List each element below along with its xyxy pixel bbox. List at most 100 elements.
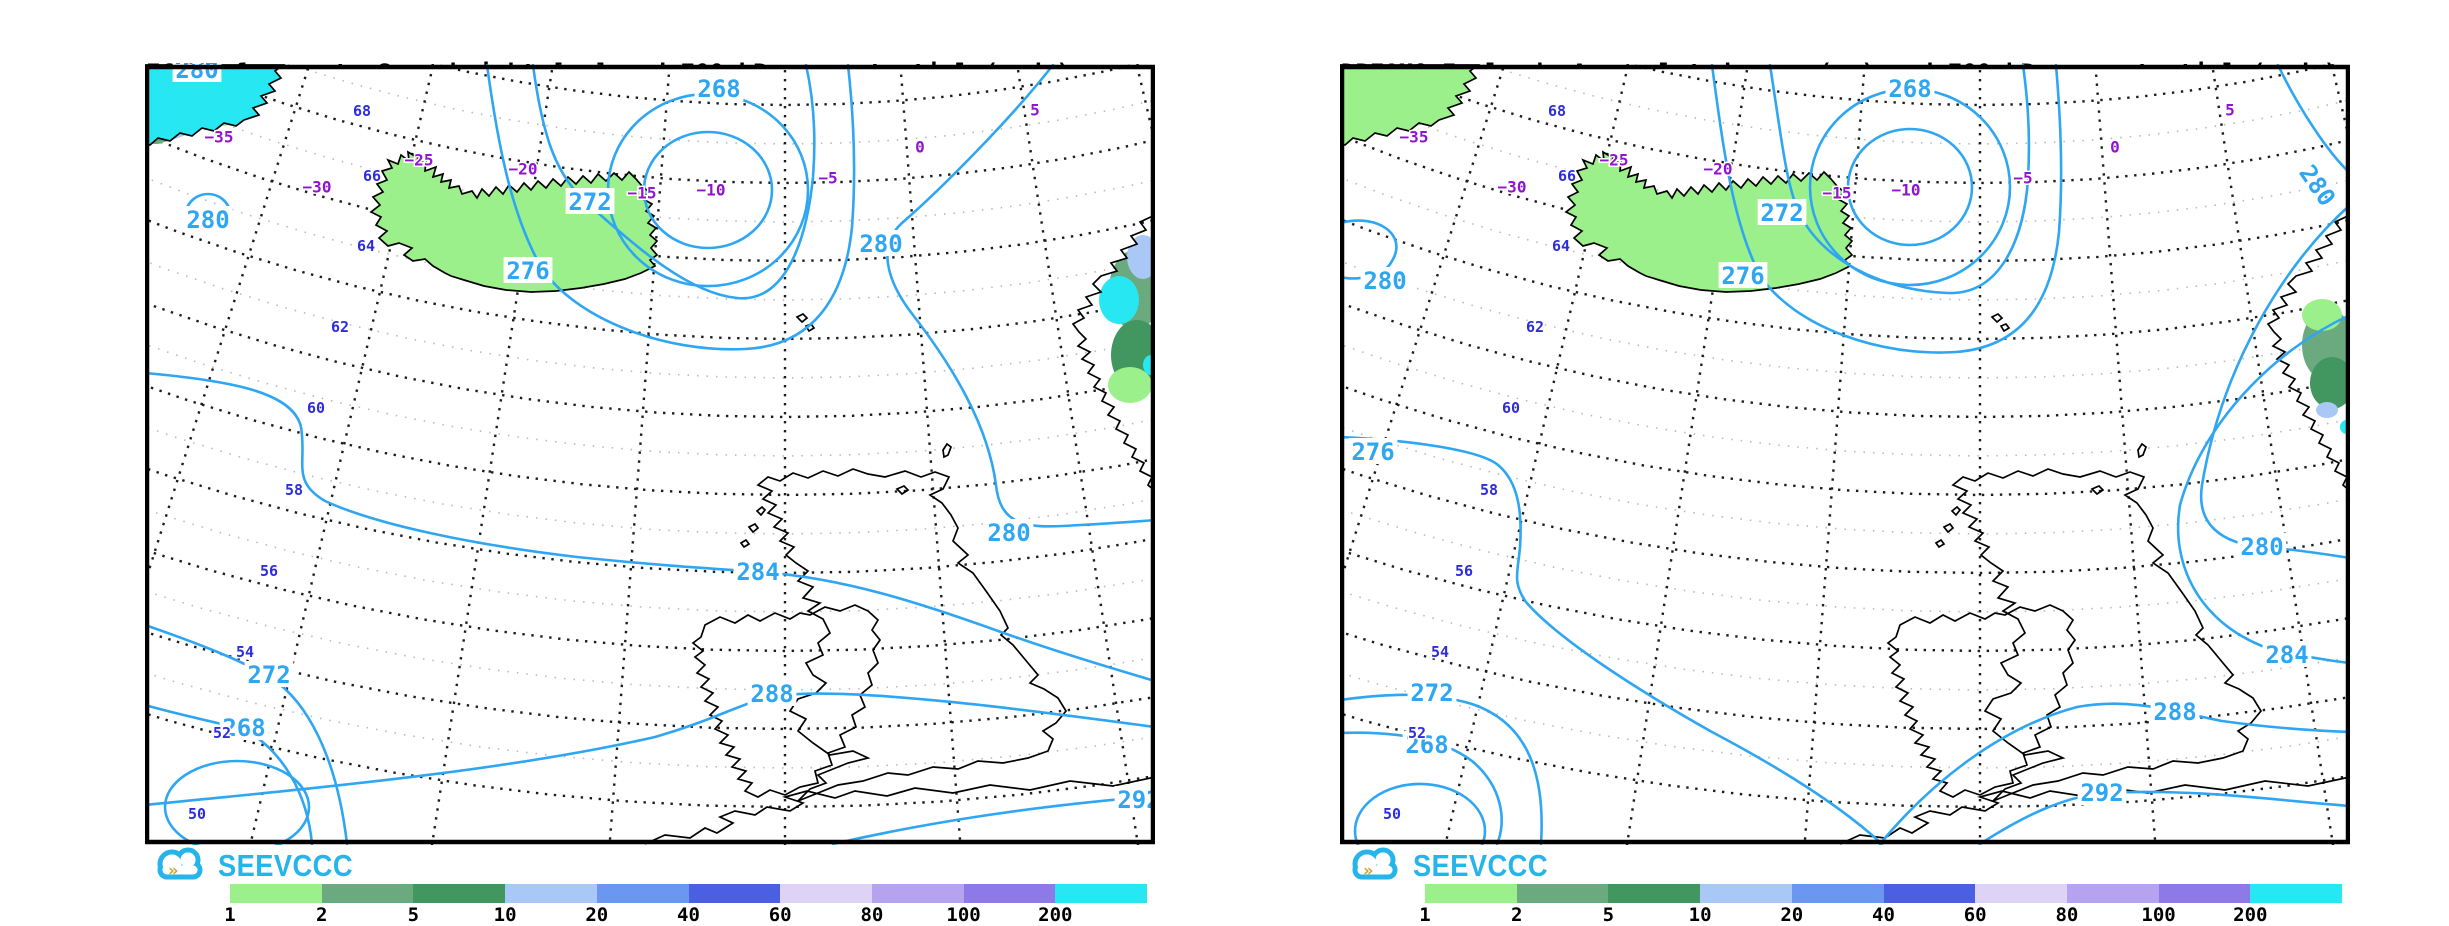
temp-label: −10 bbox=[1892, 181, 1921, 200]
cloud-logo-icon: » bbox=[157, 847, 203, 881]
contour-label: 268 bbox=[219, 714, 269, 742]
lat-label: 62 bbox=[331, 318, 349, 336]
temperature-labels: −35 −30 −25 −20 −15 −10 −5 0 5 bbox=[1398, 99, 2236, 204]
contour-label: 280 bbox=[1360, 267, 1410, 295]
contour-280 bbox=[1340, 219, 1398, 280]
lat-label: 50 bbox=[188, 805, 206, 823]
lat-label: 52 bbox=[213, 724, 231, 742]
colorbar-segment-40 bbox=[688, 884, 781, 903]
temp-label: −15 bbox=[1823, 184, 1852, 203]
colorbar-label: 200 bbox=[1038, 904, 1073, 926]
contour-label: 276 bbox=[1718, 262, 1768, 290]
svg-text:268: 268 bbox=[1405, 731, 1448, 759]
colorbar-segment-10 bbox=[505, 884, 597, 903]
contour-label: 288 bbox=[2150, 698, 2200, 726]
contour-label: 280 bbox=[984, 519, 1034, 547]
contour-272 bbox=[1768, 64, 2031, 295]
contour-276 bbox=[1340, 435, 1884, 845]
temp-label: −20 bbox=[509, 160, 538, 179]
temp-label: 0 bbox=[2110, 138, 2120, 157]
map-background bbox=[145, 65, 1155, 844]
brand-row: » SEEVCCC bbox=[1345, 844, 1566, 888]
colorbar-label: 20 bbox=[585, 904, 609, 926]
lat-label: 52 bbox=[1408, 724, 1426, 742]
colorbar-segment-60 bbox=[780, 884, 872, 903]
colorbar-label: 40 bbox=[1872, 904, 1895, 926]
greenland-coastline bbox=[145, 64, 286, 146]
lat-label: 66 bbox=[363, 167, 381, 185]
colorbar-label: 40 bbox=[677, 904, 700, 926]
islands-coastline bbox=[739, 312, 953, 549]
cloud-logo-icon: » bbox=[1352, 847, 1398, 881]
svg-text:288: 288 bbox=[750, 680, 793, 708]
svg-text:268: 268 bbox=[1888, 75, 1931, 103]
svg-text:272: 272 bbox=[568, 188, 611, 216]
svg-text:280: 280 bbox=[859, 230, 902, 258]
greenland-coastline bbox=[1340, 64, 1481, 146]
logo-text: SEEVCCC bbox=[1413, 848, 1548, 883]
map-ecmwf: 2682722762802802802802842882922722686866… bbox=[145, 64, 1155, 845]
contour-label: 292 bbox=[1114, 786, 1155, 814]
norway-coastline bbox=[1071, 214, 1155, 493]
colorbar-segment-200 bbox=[2250, 884, 2343, 903]
contour-label: 292 bbox=[2077, 779, 2127, 807]
latitude-labels: 68 66 64 62 60 58 56 54 52 50 bbox=[1381, 101, 1577, 825]
coastlines bbox=[1340, 64, 2350, 845]
colorbar-segment-10 bbox=[1700, 884, 1792, 903]
lat-label: 50 bbox=[1383, 805, 1401, 823]
contour-276 bbox=[1710, 64, 2063, 354]
contour-label: 268 bbox=[1402, 731, 1452, 759]
colorbar-label: 100 bbox=[2141, 904, 2176, 926]
colorbar-segment-1 bbox=[1425, 884, 1517, 903]
lat-label: 58 bbox=[1480, 481, 1498, 499]
colorbar-segment-2 bbox=[321, 884, 414, 903]
coastlines bbox=[145, 64, 1155, 845]
gb-coastline bbox=[1951, 468, 2263, 802]
temp-label: 0 bbox=[915, 138, 925, 157]
colorbar-label: 5 bbox=[1602, 904, 1615, 926]
contour-266 bbox=[163, 759, 311, 845]
temp-label: −30 bbox=[303, 178, 332, 197]
colorbar-segment-80 bbox=[871, 884, 964, 903]
temp-label: −15 bbox=[628, 184, 657, 203]
lat-label: 60 bbox=[1502, 399, 1520, 417]
colorbar-label: 60 bbox=[768, 904, 792, 926]
logo-text: SEEVCCC bbox=[218, 848, 353, 883]
svg-text:272: 272 bbox=[247, 661, 290, 689]
lat-label: 56 bbox=[1455, 562, 1473, 580]
contour-268 bbox=[642, 130, 774, 250]
snow-colorbar bbox=[1425, 884, 2343, 903]
iceland-coastline bbox=[1564, 150, 1854, 293]
contour-288 bbox=[1878, 702, 2350, 845]
lat-label: 62 bbox=[1526, 318, 1544, 336]
contour-label: 276 bbox=[503, 257, 553, 285]
colorbar-segment-100 bbox=[963, 884, 1056, 903]
contour-label: 272 bbox=[565, 188, 615, 216]
svg-text:280: 280 bbox=[2240, 533, 2283, 561]
svg-text:280: 280 bbox=[987, 519, 1030, 547]
contour-266 bbox=[1353, 782, 1487, 845]
snow-colorbar bbox=[230, 884, 1148, 903]
lat-label: 64 bbox=[1552, 237, 1570, 255]
colorbar-segment-40 bbox=[1883, 884, 1976, 903]
temperature-labels: −35 −30 −25 −20 −15 −10 −5 0 5 bbox=[203, 99, 1041, 204]
snow-colorbar-labels: 1 2 5 10 20 40 60 80 100 200 bbox=[1419, 902, 2435, 926]
contour-268 bbox=[1846, 127, 1974, 247]
contour-label: 272 bbox=[1407, 679, 1457, 707]
contour-276 bbox=[485, 64, 856, 351]
map-dream8: 2682722762802802762722682802842882926866… bbox=[1340, 64, 2350, 845]
contour-label: 268 bbox=[694, 75, 744, 103]
brand-row: » SEEVCCC bbox=[150, 844, 371, 888]
islands-coastline bbox=[1934, 312, 2148, 549]
contour-label: 280 bbox=[2237, 533, 2287, 561]
contour-label: 284 bbox=[2262, 641, 2312, 669]
temp-label: −20 bbox=[1704, 160, 1733, 179]
lat-label: 54 bbox=[1431, 643, 1449, 661]
svg-text:284: 284 bbox=[736, 558, 779, 586]
contour-label: 276 bbox=[1348, 438, 1398, 466]
ireland-coastline bbox=[691, 604, 882, 798]
contour-label: 272 bbox=[244, 661, 294, 689]
colorbar-label: 10 bbox=[493, 904, 517, 926]
